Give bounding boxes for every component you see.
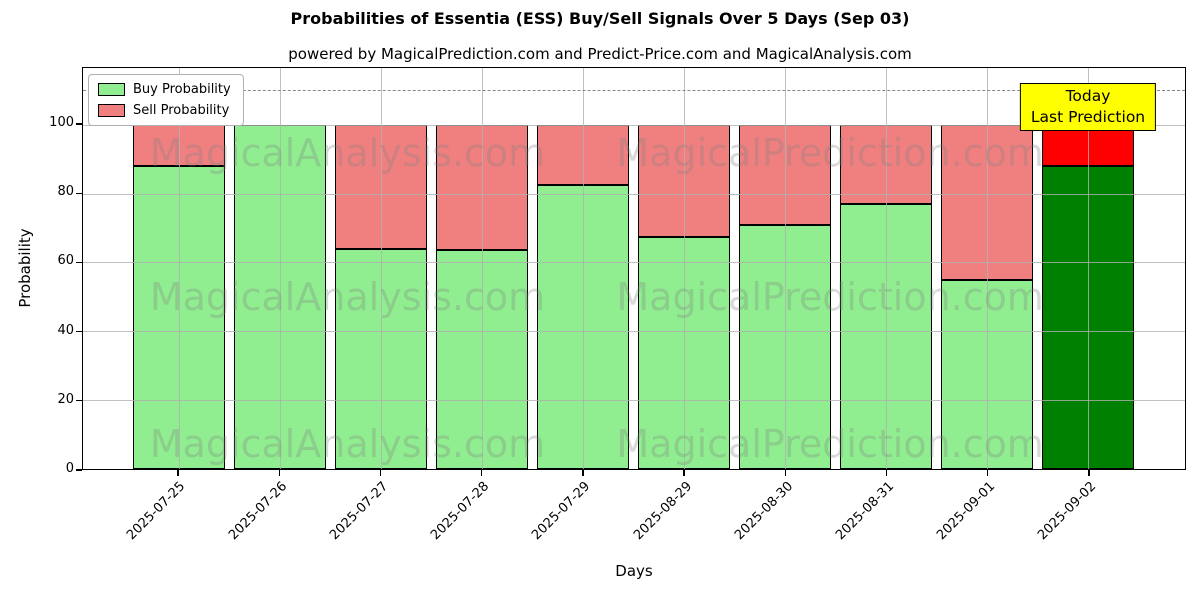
y-tick-label: 60: [57, 253, 74, 269]
bar-buy-segment: [537, 185, 629, 469]
bar-sell-segment: [638, 124, 730, 237]
x-tick-label-text: 2025-08-30: [731, 479, 796, 544]
legend-swatch: [98, 83, 125, 96]
y-tick-mark: [76, 469, 82, 471]
x-tick-label-text: 2025-07-29: [529, 479, 594, 544]
forecast-dashed-line: [83, 90, 1185, 92]
chart-subtitle: powered by MagicalPrediction.com and Pre…: [288, 45, 912, 63]
bar-buy-segment: [638, 236, 730, 469]
x-tick-mark: [1088, 470, 1090, 476]
y-tick-mark: [76, 123, 82, 125]
legend-item: Sell Probability: [98, 103, 231, 118]
y-gridline: [83, 193, 1185, 195]
y-tick-mark: [76, 400, 82, 402]
x-tick-mark: [683, 470, 685, 476]
y-gridline: [83, 124, 1185, 126]
bar-sell-segment: [840, 124, 932, 204]
x-gridline: [987, 68, 989, 469]
watermark-text: MagicalPrediction.com: [616, 274, 1044, 319]
x-gridline: [582, 68, 584, 469]
y-tick-mark: [76, 261, 82, 264]
x-gridline: [178, 68, 180, 469]
x-tick-mark: [582, 470, 584, 476]
x-tick-mark: [379, 470, 382, 476]
x-axis-label: Days: [615, 562, 653, 580]
legend-label: Sell Probability: [133, 103, 230, 118]
x-tick-mark: [784, 470, 786, 476]
y-tick-label: 40: [57, 322, 74, 338]
y-tick-label: 100: [49, 115, 74, 131]
today-annotation: Today Last Prediction: [1019, 83, 1157, 131]
x-gridline: [1088, 68, 1090, 469]
watermark-text: MagicalAnalysis.com: [149, 422, 546, 467]
bar-buy-segment: [941, 279, 1033, 469]
legend: Buy Probability Sell Probability: [88, 74, 244, 126]
y-gridline: [83, 331, 1185, 333]
x-gridline: [886, 68, 888, 469]
bar-buy-segment: [840, 203, 932, 469]
bar-buy-segment: [233, 124, 326, 469]
x-gridline: [481, 68, 483, 469]
x-tick-label-text: 2025-07-27: [327, 479, 392, 544]
annotation-line: Last Prediction: [1030, 107, 1146, 126]
x-tick-label-text: 2025-07-25: [124, 479, 189, 544]
chart-title: Probabilities of Essentia (ESS) Buy/Sell…: [290, 9, 910, 28]
watermark-text: MagicalPrediction.com: [616, 130, 1044, 175]
x-gridline: [380, 68, 382, 469]
x-tick-mark: [987, 470, 989, 476]
annotation-line: Today: [1065, 87, 1111, 105]
y-tick-label: 0: [65, 461, 74, 476]
x-tick-label-text: 2025-08-29: [630, 479, 695, 544]
x-tick-mark: [885, 470, 888, 476]
watermark-text: MagicalAnalysis.com: [149, 130, 546, 175]
x-tick-mark: [177, 470, 179, 476]
y-tick-label: 20: [57, 391, 74, 407]
x-gridline: [279, 68, 281, 469]
x-tick-label-text: 2025-07-28: [428, 479, 493, 544]
plot-area: Buy Probability Sell Probability Today Las…: [82, 67, 1186, 470]
x-tick-label-text: 2025-08-31: [833, 479, 898, 544]
x-gridline: [784, 68, 786, 469]
x-tick-label-text: 2025-09-01: [934, 479, 999, 544]
x-tick-label-text: 2025-09-02: [1035, 479, 1100, 544]
y-tick-label: 80: [57, 184, 74, 200]
x-tick-mark: [278, 470, 280, 476]
legend-swatch: [98, 104, 125, 117]
legend-item: Buy Probability: [98, 82, 231, 97]
watermark-text: MagicalAnalysis.com: [149, 274, 546, 319]
legend-label: Buy Probability: [133, 82, 231, 97]
y-tick-mark: [76, 330, 82, 333]
y-tick-mark: [76, 192, 82, 194]
y-gridline: [83, 400, 1185, 402]
y-gridline: [83, 262, 1185, 264]
x-tick-label-text: 2025-07-26: [225, 479, 290, 544]
watermark-text: MagicalPrediction.com: [616, 422, 1044, 467]
x-gridline: [683, 68, 685, 469]
x-tick-mark: [481, 470, 483, 476]
